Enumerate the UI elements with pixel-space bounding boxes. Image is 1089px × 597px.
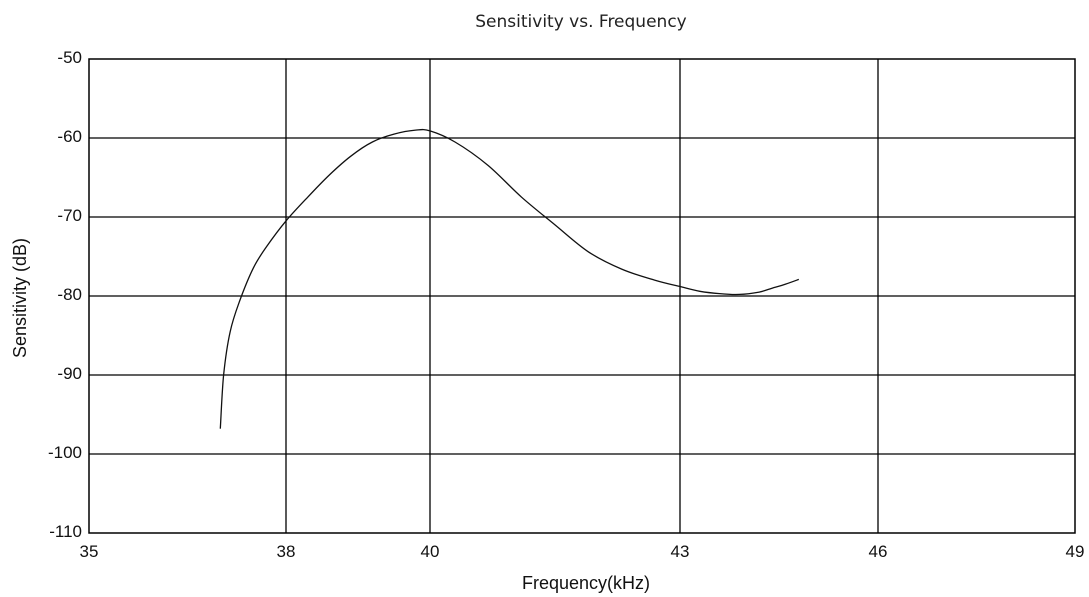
y-tick-label: -70 [57, 206, 82, 225]
x-tick-label: 40 [421, 542, 440, 561]
y-tick-label: -80 [57, 285, 82, 304]
y-tick-label: -90 [57, 364, 82, 383]
chart-title: Sensitivity vs. Frequency [475, 12, 686, 32]
x-tick-label: 43 [671, 542, 690, 561]
y-tick-label: -50 [57, 48, 82, 67]
y-tick-label: -110 [49, 522, 82, 541]
tick-labels: 35 38 40 43 46 49 -50 -60 -70 -80 -90 -100 -110 [48, 48, 1084, 561]
x-tick-label: 35 [80, 542, 99, 561]
y-axis-label: Sensitivity (dB) [10, 238, 30, 358]
x-tick-label: 49 [1066, 542, 1085, 561]
y-tick-label: -60 [57, 127, 82, 146]
grid-layer [89, 59, 1075, 533]
sensitivity-curve [219, 128, 800, 429]
x-tick-label: 38 [277, 542, 296, 561]
x-axis-label: Frequency(kHz) [522, 573, 650, 593]
x-tick-label: 46 [869, 542, 888, 561]
y-tick-label: -100 [48, 443, 82, 462]
plot-frame [88, 58, 1076, 534]
